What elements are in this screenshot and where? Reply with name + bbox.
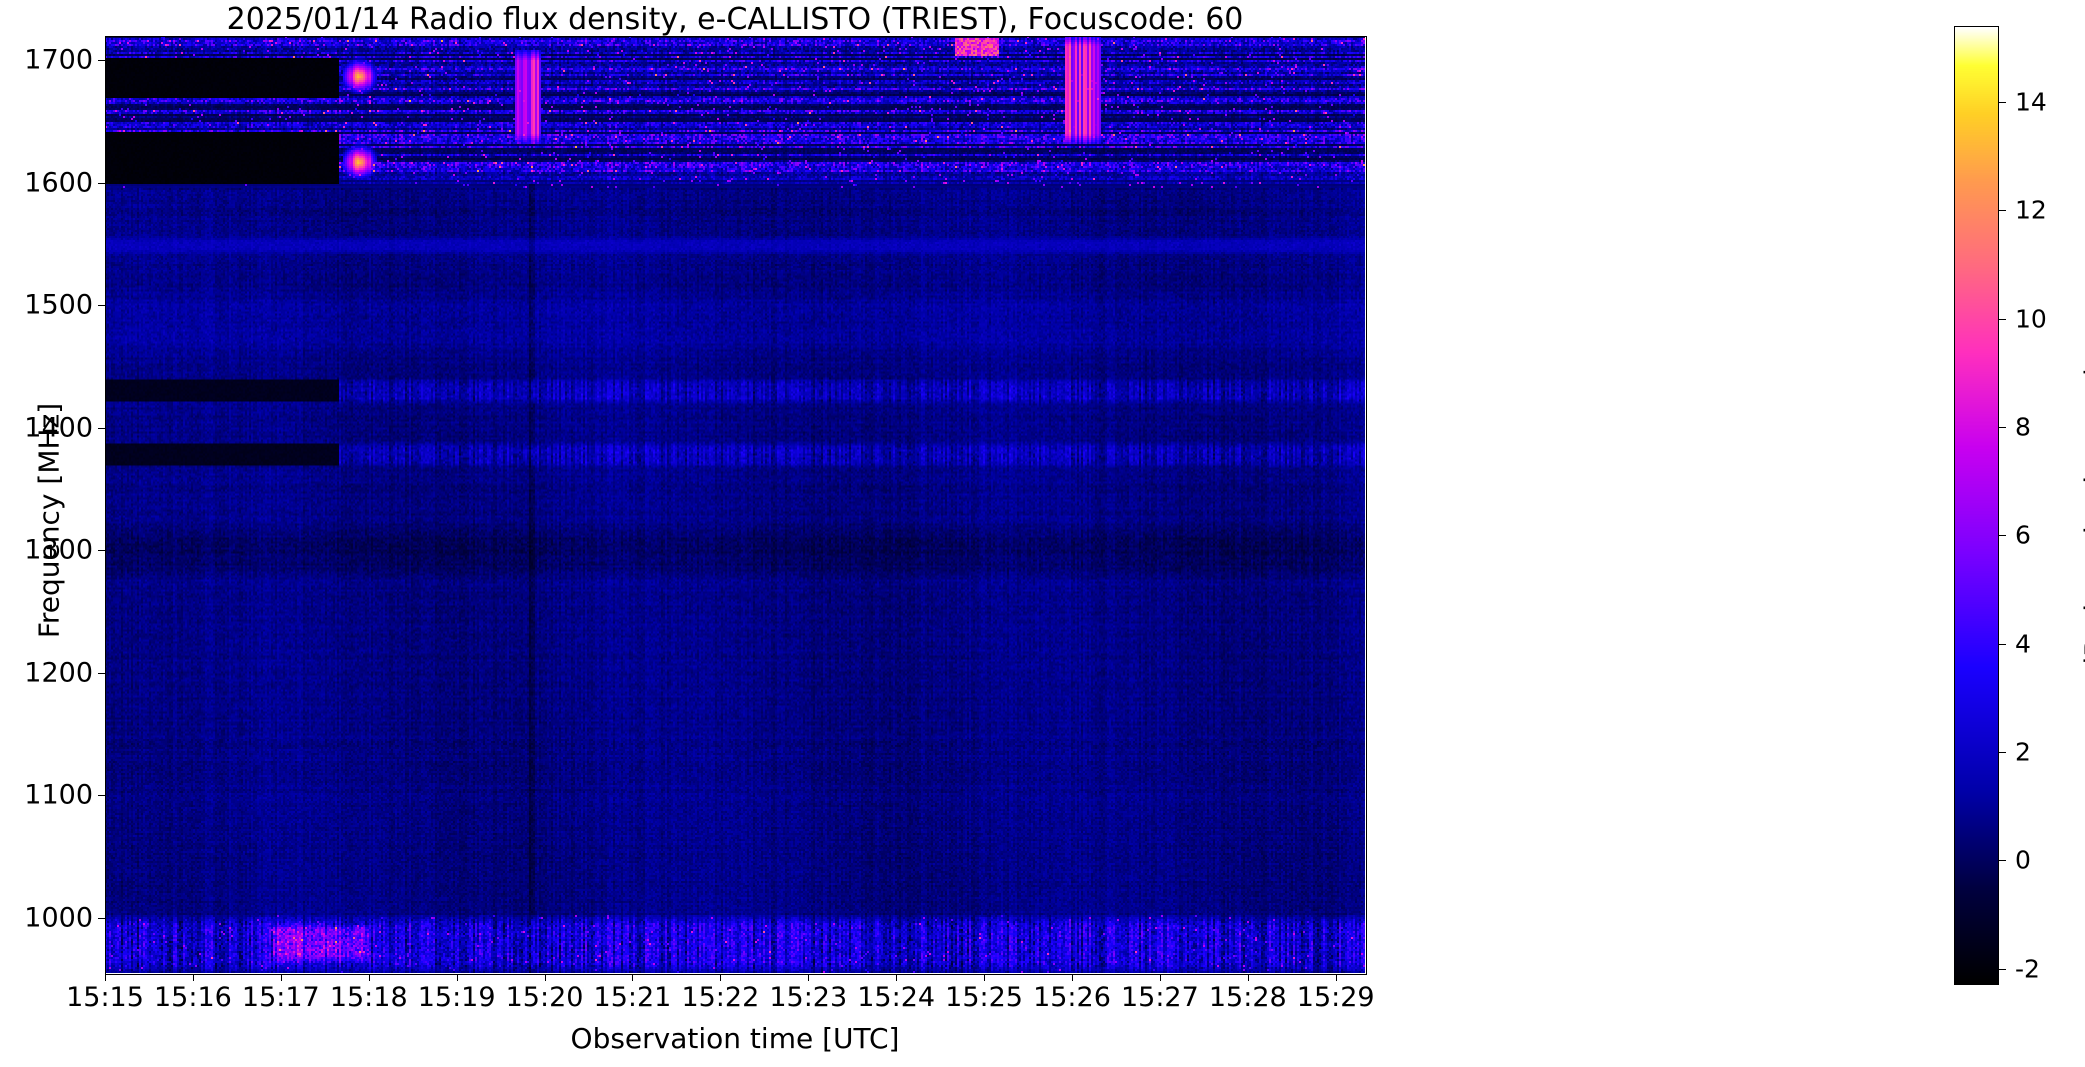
x-tick-label: 15:20	[505, 982, 584, 1013]
x-tick-mark	[369, 974, 370, 981]
y-tick-mark	[98, 673, 105, 674]
y-tick-label: 1300	[24, 534, 93, 566]
colorbar-gradient	[1954, 26, 1999, 985]
x-tick-mark	[808, 974, 809, 981]
colorbar-tick-mark	[1999, 210, 2006, 211]
y-axis-label: Frequency [MHz]	[32, 402, 66, 639]
x-tick-label: 15:24	[857, 982, 936, 1013]
colorbar-tick-label: 14	[2015, 87, 2047, 117]
y-tick-label: 1500	[24, 289, 93, 321]
x-tick-mark	[720, 974, 721, 981]
colorbar-tick-mark	[1999, 102, 2006, 103]
x-tick-label: 15:16	[154, 982, 232, 1013]
y-tick-label: 1600	[24, 167, 93, 199]
colorbar-tick-label: -2	[2015, 954, 2040, 984]
x-tick-mark	[1336, 974, 1337, 981]
x-tick-mark	[1248, 974, 1249, 981]
spectrogram-plot-area[interactable]	[105, 36, 1365, 973]
x-tick-label: 15:25	[945, 982, 1023, 1013]
y-tick-label: 1700	[24, 44, 93, 76]
x-tick-label: 15:19	[417, 982, 496, 1013]
y-tick-mark	[98, 918, 105, 919]
colorbar-tick-label: 0	[2015, 845, 2031, 875]
x-tick-mark	[984, 974, 985, 981]
colorbar-tick-label: 4	[2015, 629, 2031, 659]
colorbar-tick-label: 12	[2015, 195, 2047, 225]
colorbar-tick-mark	[1999, 319, 2006, 320]
x-axis-label: Observation time [UTC]	[570, 1022, 900, 1055]
colorbar-tick-label: 6	[2015, 520, 2031, 550]
colorbar-tick-label: 2	[2015, 737, 2031, 767]
x-tick-label: 15:15	[66, 982, 144, 1013]
y-tick-label: 1000	[24, 902, 93, 934]
colorbar-tick-mark	[1999, 752, 2006, 753]
x-tick-mark	[281, 974, 282, 981]
colorbar-tick-mark	[1999, 427, 2006, 428]
x-tick-mark	[1072, 974, 1073, 981]
x-tick-label: 15:27	[1120, 982, 1199, 1013]
y-tick-mark	[98, 60, 105, 61]
spectrogram-image	[105, 36, 1365, 973]
colorbar-tick-label: 10	[2015, 304, 2047, 334]
x-tick-label: 15:18	[329, 982, 408, 1013]
y-tick-label: 1200	[24, 657, 93, 689]
y-tick-mark	[98, 305, 105, 306]
x-tick-label: 15:22	[681, 982, 760, 1013]
y-tick-mark	[98, 183, 105, 184]
x-tick-label: 15:28	[1208, 982, 1287, 1013]
x-tick-mark	[193, 974, 194, 981]
y-tick-label: 1400	[24, 412, 93, 444]
y-tick-mark	[98, 550, 105, 551]
colorbar-axis-label: dB above background	[2078, 368, 2085, 675]
x-tick-label: 15:21	[593, 982, 672, 1013]
colorbar-tick-mark	[1999, 969, 2006, 970]
x-tick-mark	[1160, 974, 1161, 981]
y-tick-mark	[98, 795, 105, 796]
y-tick-label: 1100	[24, 779, 93, 811]
colorbar[interactable]	[1954, 26, 1999, 985]
x-tick-label: 15:26	[1033, 982, 1111, 1013]
colorbar-tick-mark	[1999, 860, 2006, 861]
x-tick-label: 15:29	[1296, 982, 1375, 1013]
x-tick-label: 15:17	[241, 982, 320, 1013]
x-tick-mark	[545, 974, 546, 981]
x-tick-label: 15:23	[769, 982, 848, 1013]
x-tick-mark	[105, 974, 106, 981]
colorbar-tick-label: 8	[2015, 412, 2031, 442]
page-title: 2025/01/14 Radio flux density, e-CALLIST…	[226, 2, 1244, 37]
y-tick-mark	[98, 428, 105, 429]
colorbar-tick-mark	[1999, 644, 2006, 645]
x-tick-mark	[896, 974, 897, 981]
x-tick-mark	[457, 974, 458, 981]
x-tick-mark	[632, 974, 633, 981]
colorbar-tick-mark	[1999, 535, 2006, 536]
